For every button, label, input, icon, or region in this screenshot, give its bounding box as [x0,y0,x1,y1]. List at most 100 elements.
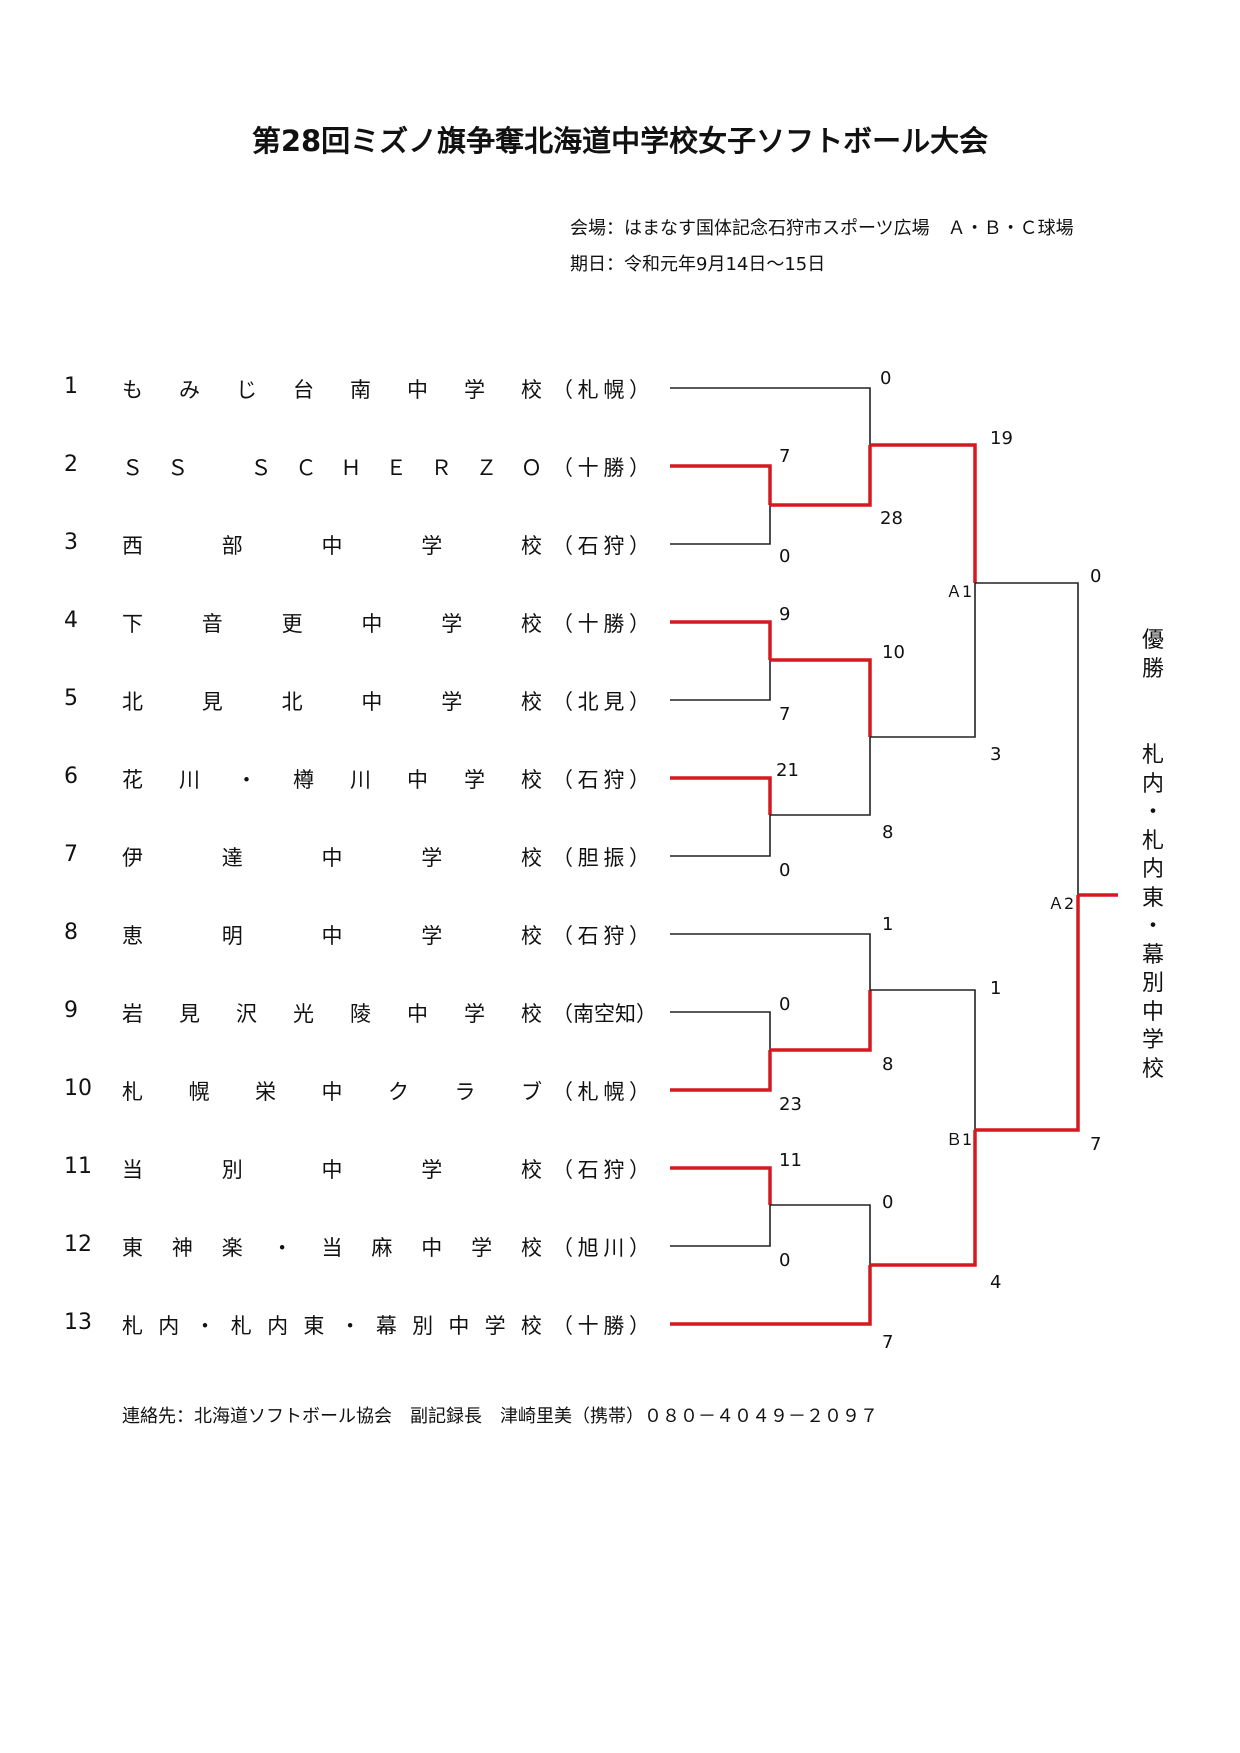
team-name: もみじ台南中学校 [122,374,542,404]
team-name-char: 伊 [122,846,143,870]
team-name-char: 岩 [122,1002,143,1026]
team-name-char: 札 [122,1314,143,1338]
bracket-line-winner23 [770,445,872,507]
team-name-char: 達 [221,846,243,870]
team-region-char: ） [628,690,650,714]
team-name-char: 校 [520,1314,542,1338]
team-number: 1 [64,374,78,399]
team-name-char: 学 [421,1158,443,1182]
team-name-char: 陵 [350,1002,371,1026]
team-name-char: 樽 [293,768,314,792]
bracket-line-team4 [670,620,772,660]
team-name-char: 学 [421,534,443,558]
team-region-char: （ [552,1236,573,1260]
score-final-bottom: 7 [1090,1134,1102,1155]
team-number: 4 [64,608,78,633]
team-region-char: 十 [577,612,599,636]
team-region-char: 旭 [577,1236,599,1260]
team-number: 3 [64,530,78,555]
team-region-char: （ [552,1314,573,1338]
match-label-a2: Ａ2 [1048,894,1075,913]
team-name-char: Ｓ [167,456,189,480]
score-r3-bottom1: 1 [990,978,1002,999]
team-region-char: （ [552,612,573,636]
team-name-char: 南 [350,378,371,402]
date-info: 期日：令和元年9月14日～15日 [570,254,826,275]
score-r2-team13: 7 [882,1332,894,1353]
team-name-char: 中 [448,1314,470,1338]
team-region-char: 狩 [603,534,625,558]
team-region: （北見） [552,686,650,716]
team-region-char: ） [628,846,650,870]
bracket-line-semi-top1 [870,443,977,583]
bracket-line-team6 [670,776,772,815]
score-r3-top2: 3 [990,744,1002,765]
team-name-char: 神 [171,1236,193,1260]
team-row: 岩 見 沢 光 陵 中 学 校 （南空知） [122,998,657,1028]
team-region: （旭川） [552,1232,650,1262]
team-number: 8 [64,920,78,945]
team-name-char: 別 [221,1158,243,1182]
bracket-line-team9 [670,1011,771,1050]
team-name: 恵明中学校 [122,920,542,950]
bracket-line-semi-top2 [870,583,976,738]
team-name: 北見北中学校 [122,686,542,716]
team-name-char: Ｅ [385,456,407,480]
team-region-char: （ [552,1002,573,1026]
team-name-char: 当 [122,1158,143,1182]
team-row: 北見北中学校 （北見） [122,686,650,716]
team-number: 10 [64,1076,92,1101]
score-r2-winner1112: 0 [882,1192,894,1213]
team-region-char: 石 [577,924,599,948]
bracket-line-team1 [670,387,871,445]
score-r1-team6: 21 [776,760,799,781]
bracket-line-team8 [670,933,871,990]
team-name-char: も [122,378,143,402]
bracket-line-team10 [670,1050,772,1092]
team-region-char: ） [628,534,650,558]
team-region: （札幌） [552,374,650,404]
bracket-line-final-bottom [975,895,1080,1132]
team-row: 札幌栄中クラブ（札幌） [122,1076,650,1106]
team-name-char: 札 [230,1314,252,1338]
team-name-char: 恵 [122,924,143,948]
bracket-line-semi-bottom1 [870,989,976,1130]
team-region-char: （ [552,456,573,480]
team-region: （石狩） [552,1154,650,1184]
score-r1-team4: 9 [779,604,791,625]
team-name-char: み [179,378,200,402]
team-name-char: 中 [321,1080,343,1104]
team-region: （胆振） [552,842,650,872]
team-name-char: Ｚ [475,456,497,480]
team-name-char: 校 [521,768,542,792]
bracket-line-winner910 [770,990,872,1052]
team-region-char: 幌 [603,378,625,402]
match-label-a1: Ａ1 [946,582,973,601]
team-row: Ｓ Ｓ Ｓ Ｃ Ｈ Ｅ Ｒ Ｚ Ｏ （十勝） [122,452,650,482]
team-name-char: 麻 [371,1236,393,1260]
team-name-char: 中 [321,534,343,558]
bracket-line-team11 [670,1166,772,1205]
team-name-char: 内 [267,1314,289,1338]
team-name-char: Ｏ [520,456,542,480]
team-name-char: 更 [281,612,303,636]
score-r2-winner45: 10 [882,642,905,663]
team-name: 東 神 楽 ・ 当 麻 中 学 校 [122,1232,542,1262]
team-name-char: 中 [407,378,428,402]
score-r1-team10: 23 [779,1094,802,1115]
score-r1-team3: 0 [779,546,791,567]
team-name-char: 別 [412,1314,434,1338]
team-name-char: ラ [454,1080,476,1104]
team-name-char: 東 [122,1236,143,1260]
team-row: 当 別 中 学 校 （石狩） [122,1154,650,1184]
team-name-char: 栄 [255,1080,276,1104]
team-row: 東 神 楽 ・ 当 麻 中 学 校 （旭川） [122,1232,650,1262]
team-row: 恵 明 中 学 校 （石狩） [122,920,650,950]
team-name: 西部中学校 [122,530,542,560]
team-region-char: （ [552,690,573,714]
team-name-char: 部 [221,534,243,558]
score-r2-winner23: 28 [880,508,903,529]
team-region-char: 見 [603,690,625,714]
team-name-char: 校 [521,924,542,948]
team-region: （十勝） [552,608,650,638]
